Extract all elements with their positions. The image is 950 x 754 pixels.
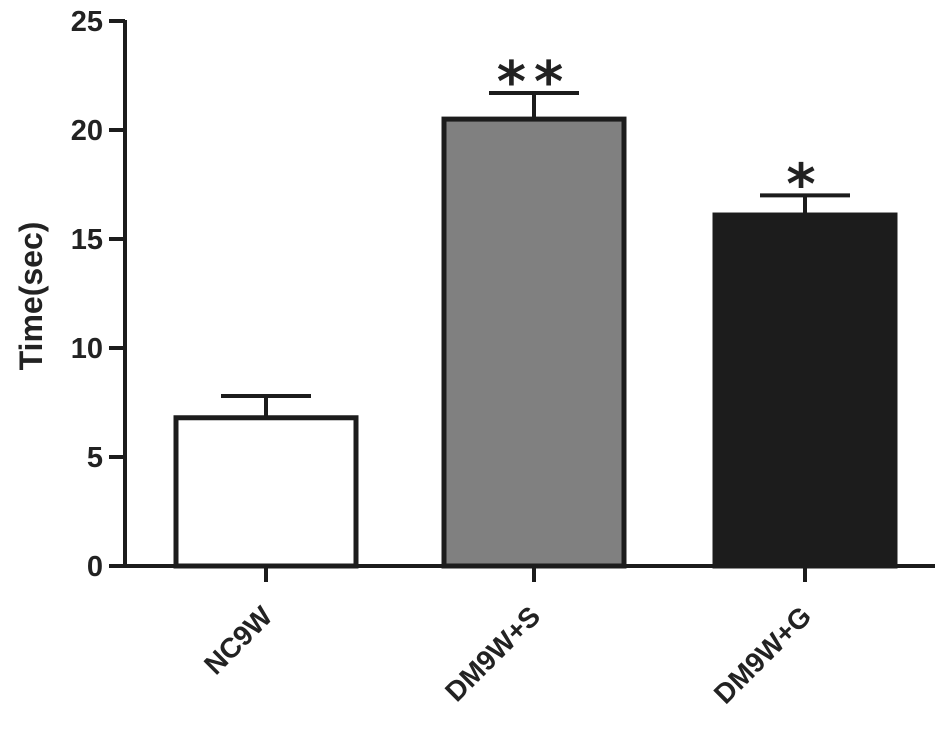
y-tick-label: 10 [71,333,103,365]
x-tick-label: NC9W [198,600,279,681]
significance-label: * [786,152,823,217]
y-tick-label: 5 [87,442,103,474]
x-tick-label: DM9W+S [439,600,546,707]
y-tick-label: 0 [87,551,103,583]
x-axis: NC9W DM9W+S DM9W+G [123,564,935,710]
bar [441,116,627,569]
y-axis: 0 5 10 15 20 25 [71,6,127,583]
x-tick-label: DM9W+G [708,600,817,709]
bars: *** [173,50,898,569]
y-tick-label: 25 [71,6,103,38]
bar [173,415,359,569]
bar [712,212,898,569]
y-axis-title: Time(sec) [13,222,49,371]
y-tick-label: 20 [71,115,103,147]
y-tick-label: 15 [71,224,103,256]
significance-label: ** [497,50,572,115]
